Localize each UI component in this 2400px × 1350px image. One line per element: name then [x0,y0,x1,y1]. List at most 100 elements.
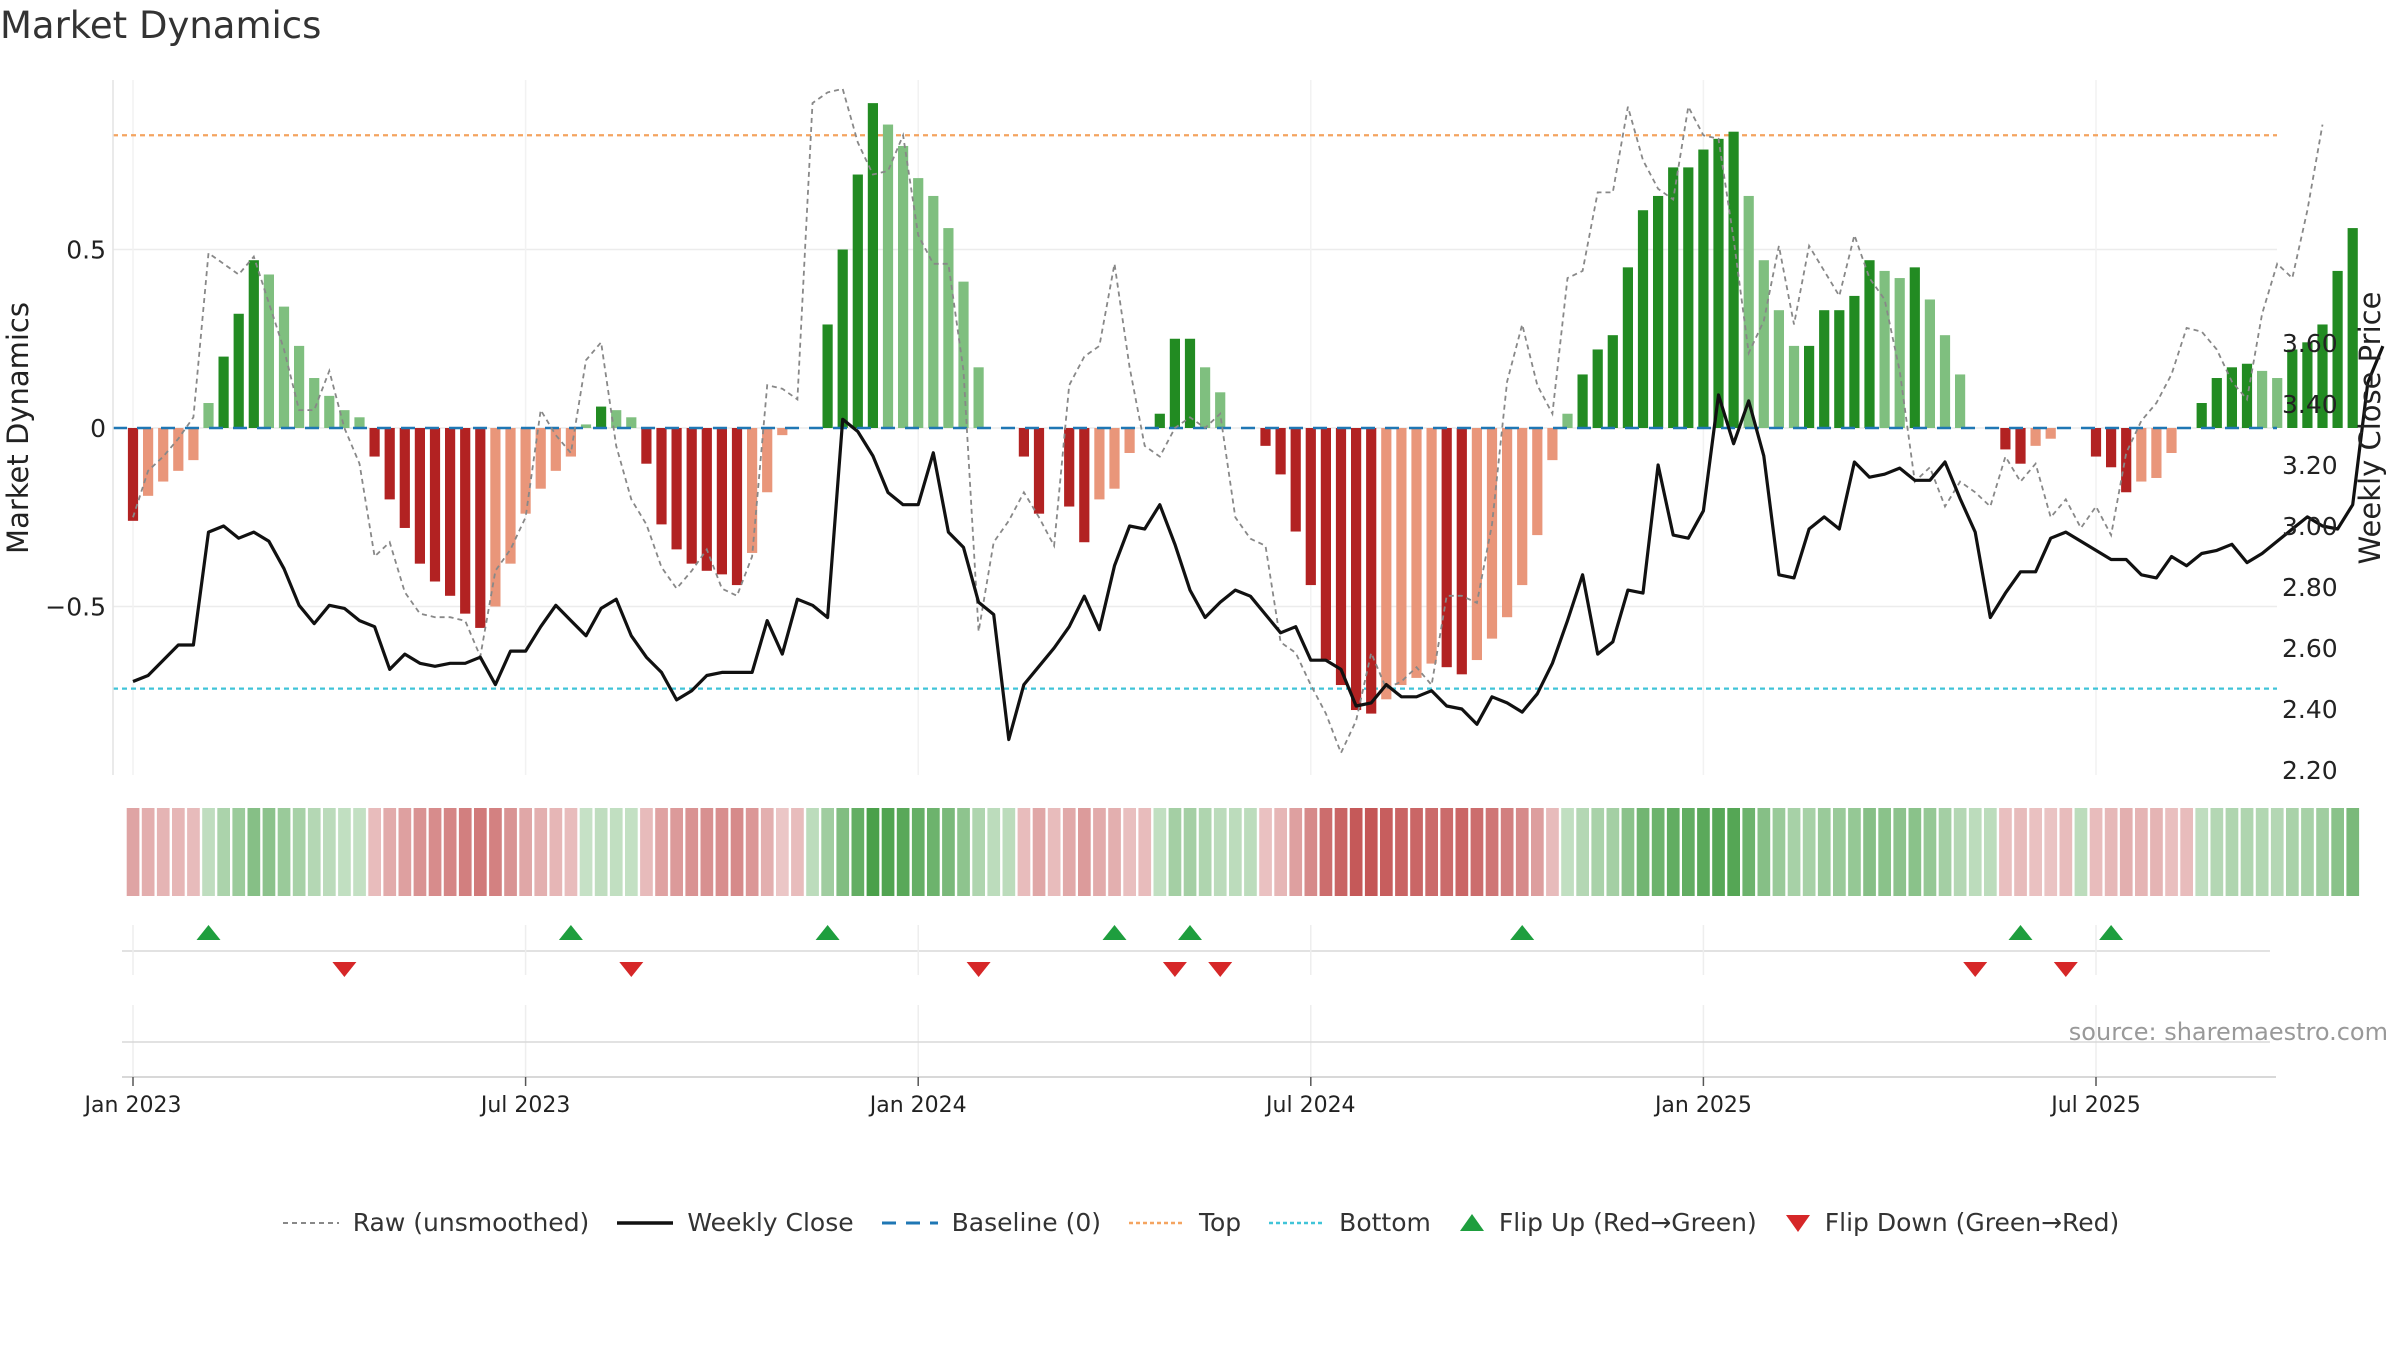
flip-down-marker [1963,962,1988,977]
bar [762,428,773,493]
flip-down-marker [619,962,644,977]
regime-cell [2240,808,2254,896]
y-axis-label-right: Weekly Close Price [2353,292,2387,565]
regime-cell [624,808,639,896]
bar [2136,428,2147,482]
regime-cell [201,808,216,896]
regime-cell [1696,808,1711,896]
bar [1864,260,1875,428]
regime-cell [2255,808,2269,896]
bar [354,417,365,428]
regime-cell [1757,808,1771,896]
bar [1698,149,1709,429]
regime-cell [1560,808,1575,896]
bar [701,428,712,571]
regime-cell [367,808,382,896]
y-tick-label-left: 0.5 [66,236,106,265]
bar [1788,345,1800,428]
regime-cell [700,808,714,896]
bar [1215,392,1226,428]
bar [218,356,229,428]
bar [429,428,441,582]
source-note: source: sharemaestro.com [2069,1018,2388,1046]
legend-label-top: Top [1198,1208,1242,1237]
regime-cell [1122,808,1137,896]
bar [1804,345,1815,428]
regime-cell [2074,808,2088,896]
bar [294,345,305,428]
bar [958,281,969,428]
reference-lines [113,134,2277,690]
bar [973,367,984,428]
legend-swatch-close [617,1220,674,1225]
regime-cell [1334,808,1348,896]
bar [1819,310,1830,428]
regime-cell [881,808,895,896]
regime-cell [1711,808,1726,896]
regime-cell [1681,808,1696,896]
regime-cell [2194,808,2209,896]
regime-cell [866,808,880,896]
bar [1849,295,1860,428]
bar [898,145,909,428]
bar [2317,324,2328,428]
x-tick-label: Jan 2025 [1653,1093,1752,1118]
regime-cell [533,808,548,896]
y-tick-label-left: 0 [90,414,106,443]
bar [641,428,652,464]
bar [1411,428,1422,678]
regime-cell [1908,808,1922,896]
regime-cell [2149,808,2164,896]
regime-cell [639,808,654,896]
chart-title: Market Dynamics [0,4,322,47]
regime-cell [352,808,367,896]
bar [324,395,335,428]
regime-cell [1575,808,1590,896]
regime-cell [1862,808,1877,896]
bar [1728,131,1739,428]
regime-cell [2210,808,2224,896]
bar [852,174,863,428]
regime-cell [609,808,623,896]
regime-cell [1741,808,1756,896]
bar [1668,167,1679,428]
x-tick-label: Jul 2025 [2049,1093,2141,1118]
bar [339,410,350,428]
regime-cell [926,808,941,896]
regime-cell [141,808,155,896]
regime-cell [1288,808,1303,896]
legend-label-flip-down: Flip Down (Green→Red) [1824,1208,2120,1237]
regime-cell [1545,808,1560,896]
bar [2030,428,2041,446]
regime-cell [1938,808,1952,896]
flip-up-marker [196,925,221,940]
bar [1547,428,1558,461]
bar [580,424,592,428]
flip-up-marker [558,925,583,940]
legend: Raw (unsmoothed) Weekly Close Baseline (… [0,1208,2400,1237]
regime-cell [1832,808,1847,896]
regime-cell [307,808,321,896]
flip-up-triangle-icon [1459,1213,1484,1231]
bar [1109,428,1120,489]
bar [188,428,199,461]
y-tick-label-right: 2.40 [2282,695,2338,724]
bar [2196,403,2207,428]
regime-cell [1107,808,1122,896]
bar [731,428,743,586]
regime-cell [1606,808,1620,896]
bar [2347,228,2358,428]
legend-swatch-bottom [1269,1221,1326,1224]
bar [143,428,154,496]
legend-item-flip-down: Flip Down (Green→Red) [1783,1208,2120,1237]
bar [777,428,788,436]
bar [1154,413,1165,428]
legend-item-top: Top [1127,1208,1241,1237]
regime-cell [2330,808,2345,896]
regime-cell [805,808,820,896]
regime-cell [1439,808,1454,896]
regime-cell [1213,808,1227,896]
flip-down-marker [966,962,991,977]
bar [1743,195,1754,428]
bar [2151,428,2162,478]
